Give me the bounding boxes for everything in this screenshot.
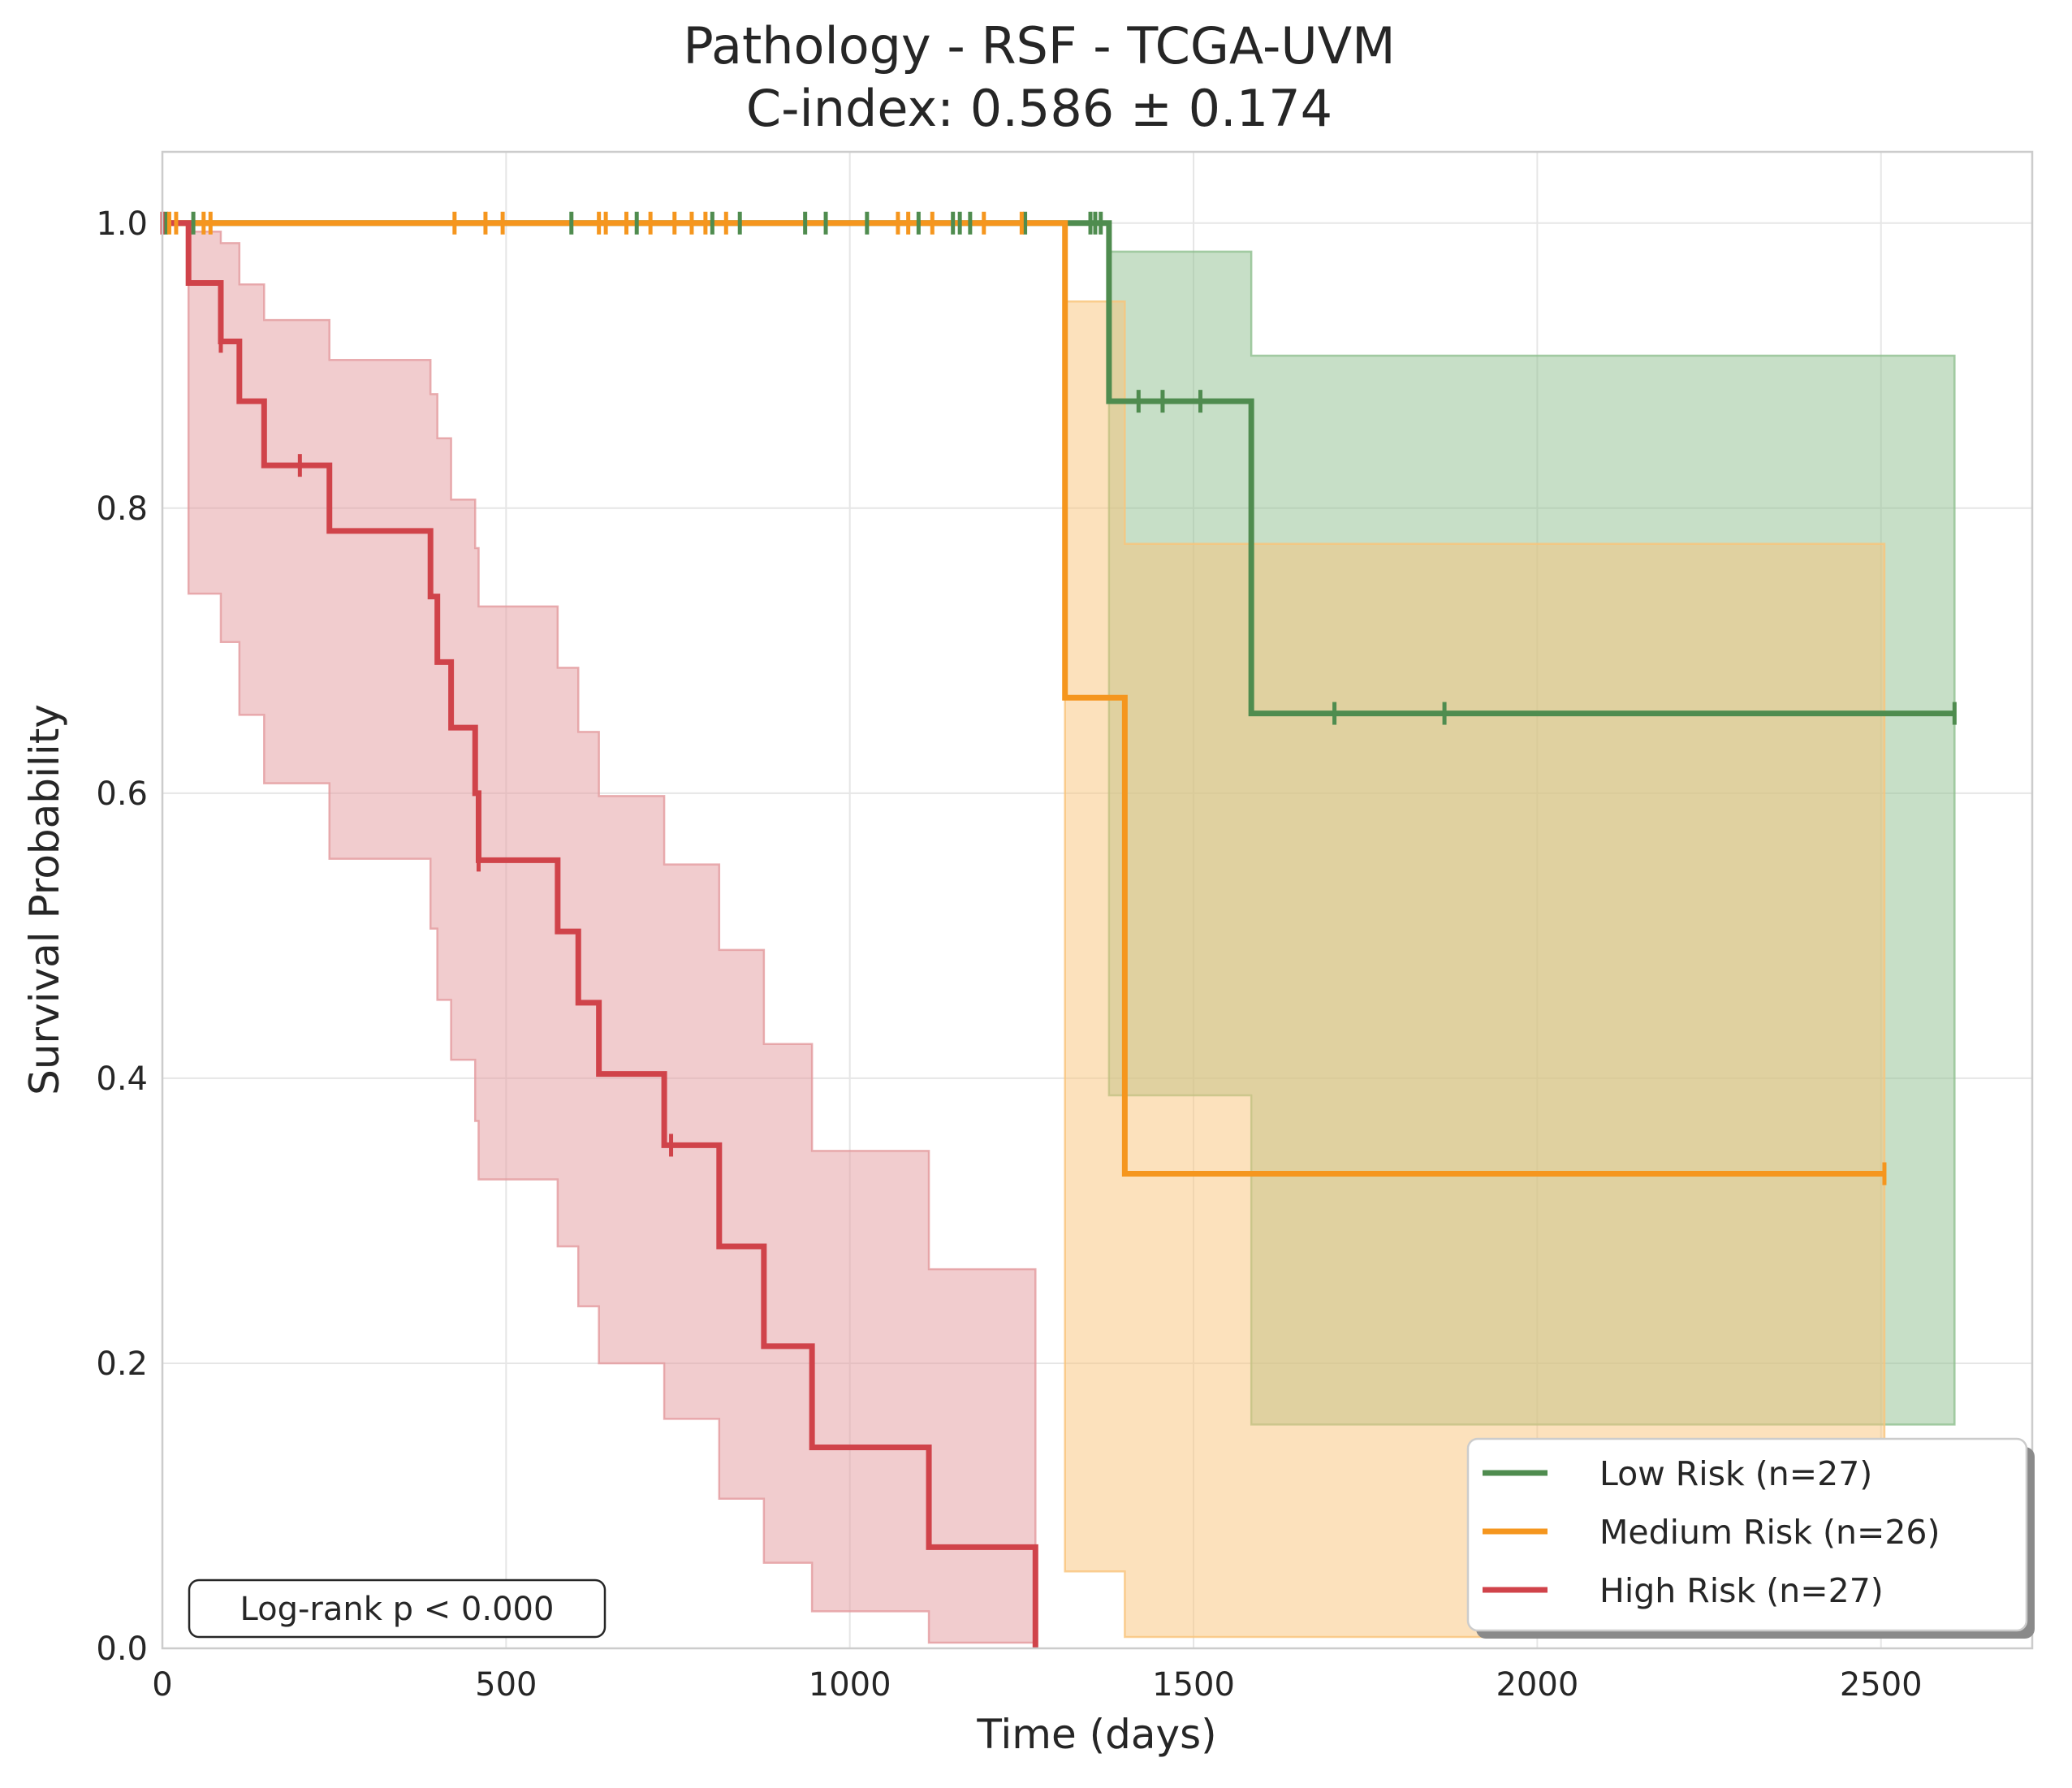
confidence-bands — [162, 222, 1956, 1644]
x-tick-label: 1500 — [1152, 1666, 1235, 1704]
y-axis-label: Survival Probability — [21, 704, 68, 1095]
x-tick-label: 2000 — [1496, 1666, 1578, 1704]
x-tick-label: 2500 — [1840, 1666, 1923, 1704]
y-tick-label: 0.6 — [96, 775, 148, 813]
plot-frame — [161, 150, 2034, 1650]
axis-ticks: 0 500 1000 1500 2000 2500 0.0 0.2 0.4 0.6 0.8 1.0 — [96, 205, 1922, 1704]
logrank-annotation: Log-rank p < 0.000 — [188, 1579, 606, 1639]
y-tick-label: 0.0 — [96, 1630, 148, 1668]
y-tick-label: 1.0 — [96, 205, 148, 243]
chart-title: Pathology - RSF - TCGA-UVM — [683, 16, 1395, 76]
x-tick-label: 1000 — [809, 1666, 891, 1704]
censor-marks — [160, 211, 1957, 1186]
logrank-text: Log-rank p < 0.000 — [240, 1591, 555, 1628]
y-tick-label: 0.8 — [96, 490, 148, 528]
chart-subtitle: C-index: 0.586 ± 0.174 — [746, 79, 1332, 138]
low-risk-legend-label: Low Risk (n=27) — [1599, 1454, 1872, 1493]
x-axis-label: Time (days) — [976, 1711, 1216, 1758]
medium-risk-curve — [162, 220, 1884, 1177]
medium-risk-legend-label: Medium Risk (n=26) — [1599, 1513, 1940, 1552]
x-tick-label: 0 — [152, 1666, 172, 1704]
high-risk-curve — [162, 220, 1038, 1648]
legend: Low Risk (n=27) Medium Risk (n=26) High Ri… — [1466, 1437, 2035, 1639]
high-risk-ci-band — [162, 222, 1037, 1644]
legend-box — [1466, 1437, 2028, 1632]
high-risk-legend-label: High Risk (n=27) — [1599, 1571, 1884, 1610]
legend-items: Low Risk (n=27) Medium Risk (n=26) High Ri… — [1483, 1454, 1940, 1610]
logrank-box — [188, 1579, 606, 1639]
y-tick-label: 0.2 — [96, 1345, 148, 1383]
y-tick-label: 0.4 — [96, 1060, 148, 1098]
x-tick-label: 500 — [475, 1666, 537, 1704]
